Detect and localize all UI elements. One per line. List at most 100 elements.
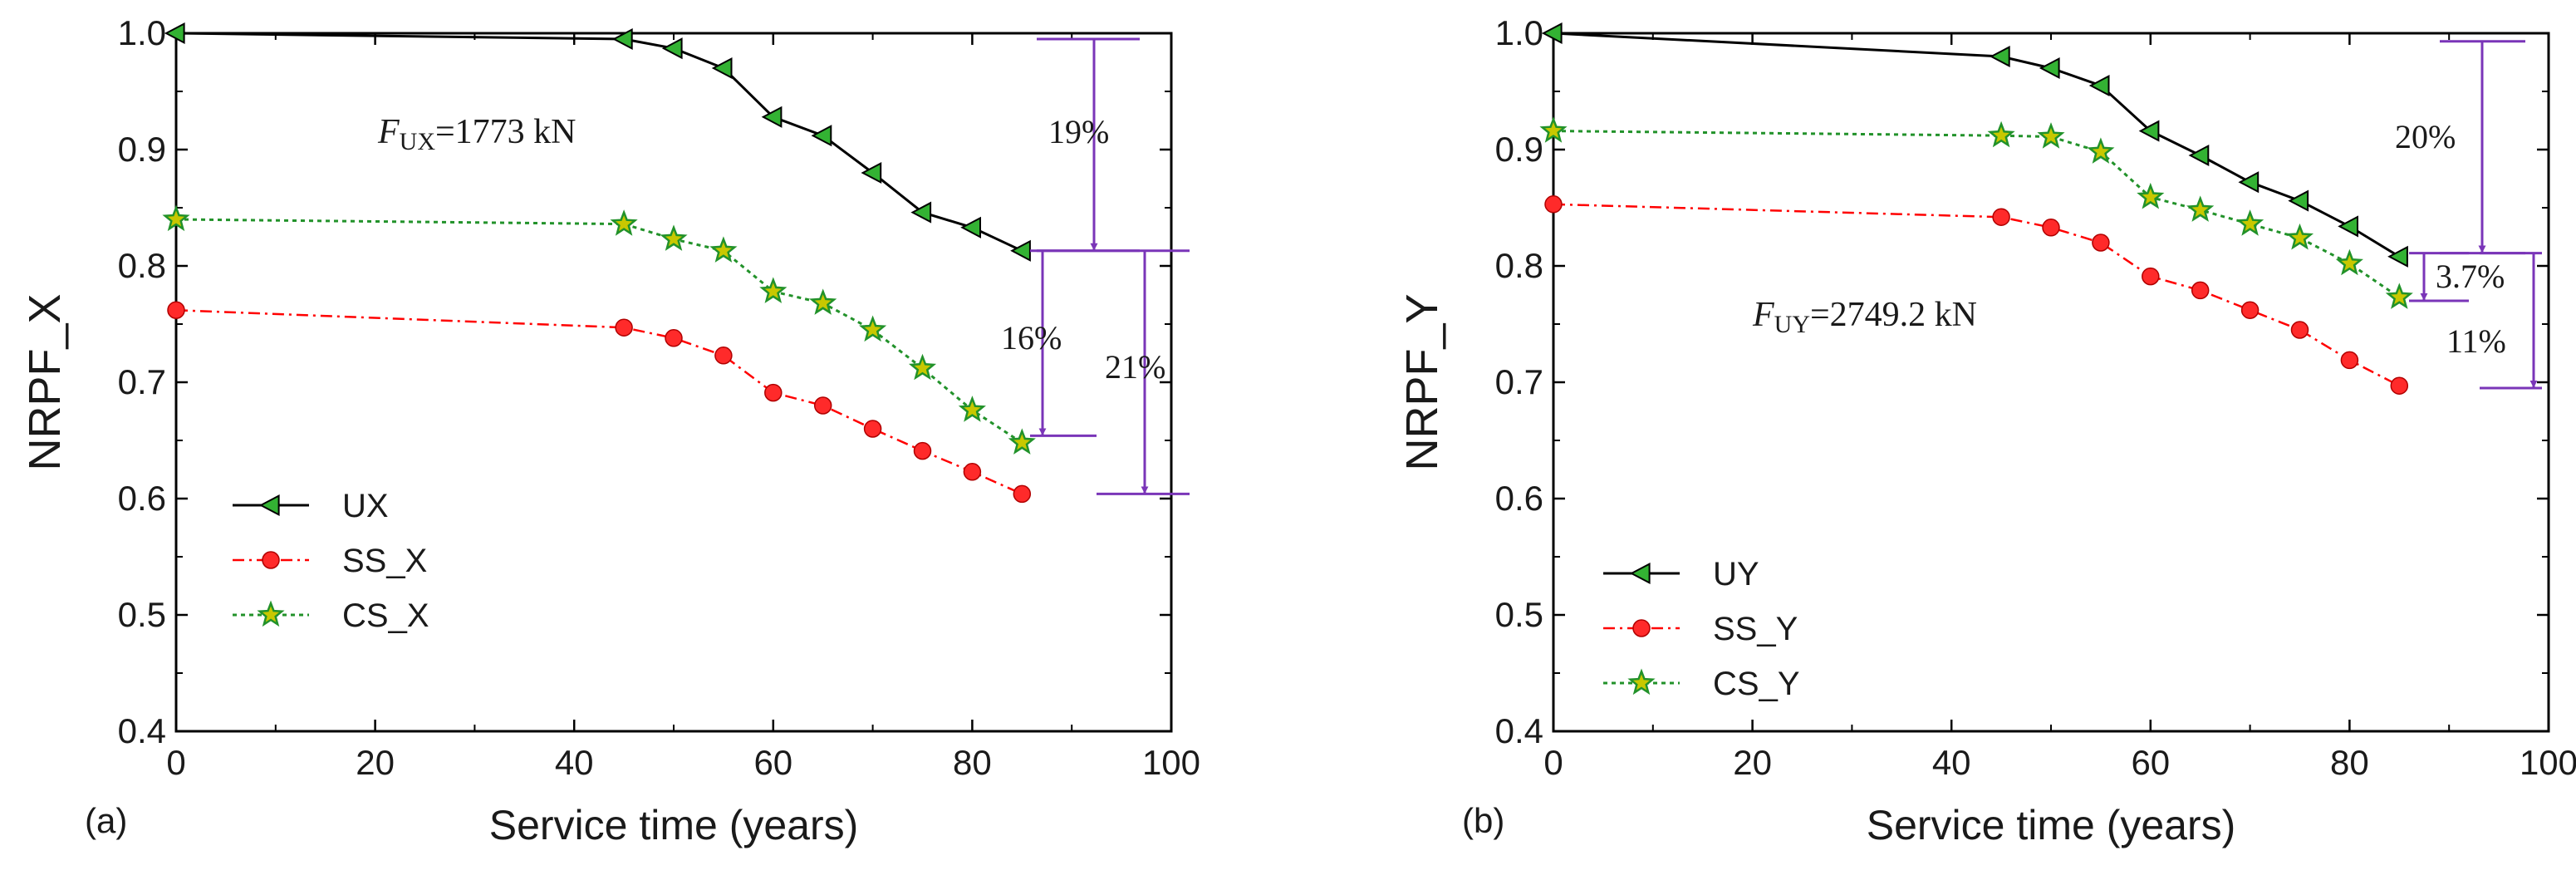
legend-label: SS_X xyxy=(342,543,427,579)
series-line xyxy=(175,308,1023,495)
y-tick-label: 0.5 xyxy=(1495,595,1543,634)
y-tick-label: 0.4 xyxy=(118,711,166,750)
data-point xyxy=(761,106,783,128)
data-point xyxy=(2338,215,2358,238)
data-point xyxy=(1541,22,1563,45)
x-tick-label: 20 xyxy=(1733,743,1772,782)
y-tick-label: 0.6 xyxy=(118,479,166,518)
legend-label: UX xyxy=(342,488,389,524)
series-line xyxy=(1553,130,2401,299)
y-tick-label: 0.7 xyxy=(118,362,166,401)
legend-swatch-marker xyxy=(258,494,280,517)
annotation-arrow: 21% xyxy=(1097,249,1190,495)
data-point xyxy=(958,396,986,422)
legend-swatch-marker xyxy=(257,600,285,627)
series-ux xyxy=(164,22,1031,262)
y-axis-label: NRPF_X xyxy=(20,293,70,470)
data-point xyxy=(2340,351,2359,370)
force-label: FUY=2749.2 kN xyxy=(1752,296,1977,338)
data-point xyxy=(809,288,837,315)
y-tick-label: 0.5 xyxy=(118,595,166,634)
panel-label: (a) xyxy=(85,801,127,840)
series-cs-y xyxy=(1539,116,2413,309)
data-point xyxy=(2042,219,2060,237)
data-point xyxy=(1992,208,2010,226)
x-axis-label: Service time (years) xyxy=(489,802,859,848)
series-line xyxy=(1553,32,2401,258)
data-point xyxy=(2137,182,2165,209)
panel-b: 0 20 40 60 80 100 0.4 0.5 0.6 0.7 0.8 0.9 1.0 Service… xyxy=(1397,13,2576,848)
data-point xyxy=(661,37,683,60)
data-point xyxy=(764,383,783,402)
annotation-label: 19% xyxy=(1048,113,1109,150)
data-point xyxy=(2236,209,2264,236)
x-tick-label: 0 xyxy=(1543,743,1563,782)
panel-a: 0 20 40 60 80 100 0.4 0.5 0.6 0.7 0.8 0.9 1.0 Service… xyxy=(20,13,1200,848)
y-tick-label: 0.8 xyxy=(118,246,166,285)
data-point xyxy=(1013,484,1032,504)
data-point xyxy=(2138,120,2160,142)
y-tick-label: 0.4 xyxy=(1495,711,1543,750)
y-axis-label: NRPF_Y xyxy=(1397,293,1447,470)
data-point xyxy=(615,318,633,337)
data-point xyxy=(2142,267,2160,286)
data-point xyxy=(665,329,683,347)
data-point xyxy=(2092,234,2110,252)
data-point xyxy=(2088,74,2110,97)
data-point xyxy=(1987,120,2015,148)
data-point xyxy=(1989,45,2010,68)
data-point xyxy=(861,161,882,184)
y-tick-label: 0.6 xyxy=(1495,479,1543,518)
data-point xyxy=(611,27,633,51)
data-point xyxy=(2240,301,2260,319)
data-point xyxy=(2039,57,2060,80)
x-tick-label: 60 xyxy=(753,743,792,782)
series-ss-y xyxy=(1544,195,2409,395)
data-point xyxy=(813,396,832,415)
data-point xyxy=(2387,245,2408,268)
data-point xyxy=(711,57,733,80)
data-point xyxy=(913,441,932,460)
annotation-label: 11% xyxy=(2446,322,2506,360)
data-point xyxy=(863,420,882,438)
legend-label: SS_Y xyxy=(1713,611,1798,647)
x-tick-label: 100 xyxy=(2520,743,2576,782)
data-point xyxy=(2191,281,2210,300)
annotation-arrow: 16% xyxy=(1001,249,1097,437)
legend: UX SS_X CS_X xyxy=(233,488,429,634)
annotation-arrow: 3.7% xyxy=(2409,252,2505,302)
data-point xyxy=(660,224,688,251)
data-point xyxy=(2188,144,2210,167)
data-point xyxy=(2238,171,2260,194)
data-point xyxy=(162,204,190,232)
data-point xyxy=(2186,195,2215,222)
data-point xyxy=(2290,321,2309,339)
legend-label: UY xyxy=(1713,556,1759,592)
data-point xyxy=(1544,195,1563,214)
y-tick-label: 0.7 xyxy=(1495,362,1543,401)
annotation-label: 3.7% xyxy=(2436,258,2505,295)
data-point xyxy=(963,463,982,481)
data-point xyxy=(1539,116,1568,143)
annotation-arrow: 11% xyxy=(2446,252,2542,390)
x-tick-label: 40 xyxy=(555,743,594,782)
y-tick-label: 0.9 xyxy=(118,130,166,169)
data-point xyxy=(167,301,185,319)
data-point xyxy=(709,236,738,263)
data-point xyxy=(2390,376,2409,395)
data-point xyxy=(859,315,887,342)
x-tick-label: 40 xyxy=(1932,743,1971,782)
data-point xyxy=(610,209,638,236)
y-tick-label: 0.8 xyxy=(1495,246,1543,285)
series-line xyxy=(1553,203,2400,387)
legend-swatch-marker xyxy=(262,551,280,569)
data-point xyxy=(1010,239,1031,262)
annotation-arrow: 20% xyxy=(2395,40,2525,255)
data-point xyxy=(714,347,733,365)
data-point xyxy=(2335,248,2363,276)
annotation-label: 21% xyxy=(1105,348,1165,386)
data-point xyxy=(164,22,185,45)
data-point xyxy=(2037,122,2065,149)
data-point xyxy=(908,353,937,381)
series-uy xyxy=(1541,22,2408,268)
